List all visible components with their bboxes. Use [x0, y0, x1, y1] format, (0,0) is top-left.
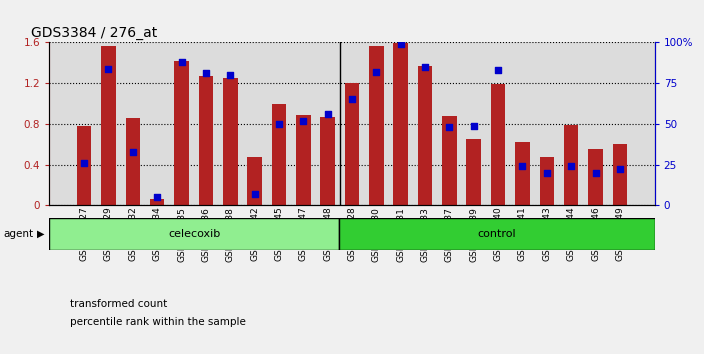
- Text: transformed count: transformed count: [70, 299, 168, 309]
- Point: [103, 66, 114, 72]
- Bar: [612, 144, 627, 205]
- Bar: [564, 125, 579, 205]
- Bar: [199, 76, 213, 205]
- Bar: [77, 126, 92, 205]
- Bar: [539, 158, 554, 205]
- Point: [273, 121, 284, 127]
- Bar: [417, 66, 432, 205]
- Bar: [247, 158, 262, 205]
- Point: [493, 67, 504, 73]
- Bar: [125, 118, 140, 205]
- Bar: [515, 142, 530, 205]
- Point: [420, 64, 431, 70]
- Bar: [491, 84, 505, 205]
- Bar: [150, 199, 165, 205]
- Bar: [296, 115, 310, 205]
- Bar: [467, 139, 481, 205]
- Bar: [339, 218, 655, 250]
- Point: [249, 191, 260, 197]
- Text: celecoxib: celecoxib: [168, 229, 220, 239]
- Point: [200, 70, 211, 76]
- Bar: [442, 116, 457, 205]
- Point: [78, 160, 89, 166]
- Bar: [589, 149, 603, 205]
- Bar: [101, 46, 115, 205]
- Point: [346, 97, 358, 102]
- Point: [225, 72, 236, 78]
- Point: [322, 111, 333, 117]
- Text: control: control: [477, 229, 516, 239]
- Point: [298, 118, 309, 124]
- Text: percentile rank within the sample: percentile rank within the sample: [70, 317, 246, 327]
- Point: [151, 194, 163, 200]
- Text: GDS3384 / 276_at: GDS3384 / 276_at: [31, 26, 158, 40]
- Bar: [223, 78, 237, 205]
- Point: [565, 164, 577, 169]
- Point: [517, 164, 528, 169]
- Point: [468, 123, 479, 129]
- Text: ▶: ▶: [37, 229, 44, 239]
- Point: [615, 167, 626, 172]
- Bar: [174, 61, 189, 205]
- Point: [590, 170, 601, 176]
- Text: agent: agent: [4, 229, 34, 239]
- Bar: [320, 117, 335, 205]
- Point: [541, 170, 553, 176]
- Point: [371, 69, 382, 75]
- Point: [444, 124, 455, 130]
- Bar: [272, 104, 287, 205]
- Point: [127, 149, 139, 154]
- Bar: [369, 46, 384, 205]
- Bar: [394, 44, 408, 205]
- Point: [176, 59, 187, 65]
- Bar: [345, 83, 359, 205]
- Bar: [49, 218, 339, 250]
- Point: [395, 41, 406, 47]
